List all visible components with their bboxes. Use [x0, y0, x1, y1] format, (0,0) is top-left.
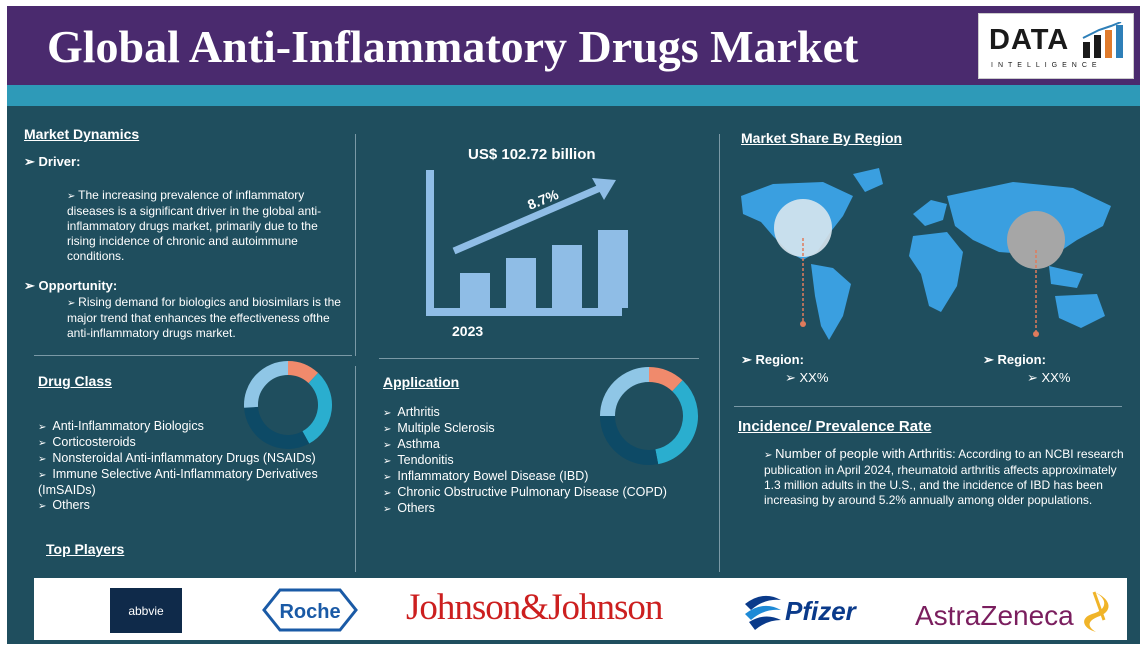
- divider-horizontal-center: [379, 358, 699, 359]
- australia-shape: [1055, 294, 1105, 328]
- market-dynamics-heading: Market Dynamics: [24, 126, 140, 142]
- teal-strip: [7, 85, 1140, 106]
- divider-horizontal-right: [734, 406, 1122, 407]
- astrazeneca-symbol-icon: [1084, 591, 1109, 632]
- drug-class-item: Nonsteroidal Anti-inflammatory Drugs (NS…: [38, 451, 338, 467]
- page-title: Global Anti-Inflammatory Drugs Market: [47, 21, 859, 72]
- region-left-label: ➢ Region:: [741, 352, 804, 367]
- year-label: 2023: [452, 323, 484, 339]
- opportunity-text: ➢ Rising demand for biologics and biosim…: [67, 295, 341, 340]
- application-item: Asthma: [383, 437, 703, 453]
- top-players-heading: Top Players: [46, 541, 125, 557]
- region-right-label: ➢ Region:: [983, 352, 1046, 367]
- roche-logo: Roche: [262, 588, 358, 632]
- logo-bars-icon: [1082, 22, 1123, 58]
- drug-class-list: Anti-Inflammatory BiologicsCorticosteroi…: [38, 419, 338, 514]
- top-players-strip: abbvie Roche Johnson&Johnson Pfizer Astr…: [34, 578, 1127, 640]
- growth-bar: [460, 273, 490, 308]
- growth-arrow-head: [592, 178, 616, 200]
- data-intelligence-logo: DATA INTELLIGENCE: [978, 13, 1134, 79]
- region-pointer-dot-americas: [800, 321, 806, 327]
- incidence-heading: Incidence/ Prevalence Rate: [738, 418, 932, 435]
- chart-axes: [426, 170, 622, 316]
- world-map: [741, 168, 1111, 340]
- opportunity-label: ➢ Opportunity:: [24, 278, 118, 293]
- divider-vertical-right: [719, 134, 720, 572]
- divider-horizontal-left: [34, 355, 352, 356]
- application-item: Arthritis: [383, 405, 703, 421]
- market-value-label: US$ 102.72 billion: [468, 146, 596, 163]
- logo-word: DATA: [989, 24, 1070, 56]
- pfizer-logo: Pfizer: [741, 588, 871, 634]
- svg-text:Roche: Roche: [279, 601, 340, 623]
- donut-segment: [287, 361, 319, 384]
- region-right-value: ➢ XX%: [1027, 370, 1071, 385]
- region-heading: Market Share By Region: [741, 130, 903, 146]
- region-marker-asia: [1007, 211, 1065, 269]
- growth-arrow-shaft: [452, 184, 602, 255]
- application-item: Inflammatory Bowel Disease (IBD): [383, 469, 703, 485]
- donut-segment: [244, 361, 289, 408]
- application-heading: Application: [383, 374, 460, 390]
- drug-class-item: Immune Selective Anti-Inflammatory Deriv…: [38, 467, 338, 498]
- driver-label: ➢ Driver:: [24, 154, 81, 169]
- greenland-shape: [853, 168, 883, 192]
- growth-chart: 8.7%: [426, 170, 628, 316]
- application-item: Multiple Sclerosis: [383, 421, 703, 437]
- growth-bar: [506, 258, 536, 308]
- title-bar: Global Anti-Inflammatory Drugs Market DA…: [7, 6, 1140, 85]
- application-item: Others: [383, 501, 703, 517]
- drug-class-item: Others: [38, 498, 338, 514]
- region-marker-americas: [774, 199, 832, 257]
- drug-class-item: Anti-Inflammatory Biologics: [38, 419, 338, 435]
- application-item: Tendonitis: [383, 453, 703, 469]
- drug-class-heading: Drug Class: [38, 373, 112, 389]
- driver-text: ➢ The increasing prevalence of inflammat…: [67, 188, 322, 263]
- incidence-text: ➢ Number of people with Arthritis: Accor…: [764, 446, 1124, 507]
- astrazeneca-logo: AstraZeneca: [915, 600, 1074, 631]
- drug-class-item: Corticosteroids: [38, 435, 338, 451]
- logo-subtitle: INTELLIGENCE: [991, 62, 1102, 69]
- donut-segment: [648, 367, 683, 392]
- divider-vertical-left: [355, 134, 356, 356]
- africa-shape: [909, 232, 963, 312]
- europe-shape: [913, 200, 947, 226]
- pfizer-swirl-icon: [745, 595, 781, 630]
- growth-bar: [598, 230, 628, 308]
- southeast-asia-shape: [1049, 266, 1083, 288]
- abbvie-logo: abbvie: [110, 588, 182, 633]
- johnson-johnson-logo: Johnson&Johnson: [406, 587, 663, 628]
- region-left-value: ➢ XX%: [785, 370, 829, 385]
- south-america-shape: [811, 264, 851, 340]
- divider-vertical-lower: [355, 366, 356, 572]
- infographic-frame: Global Anti-Inflammatory Drugs Market DA…: [7, 6, 1140, 644]
- region-pointer-dot-asia: [1033, 331, 1039, 337]
- application-list: ArthritisMultiple SclerosisAsthmaTendoni…: [383, 405, 703, 517]
- application-item: Chronic Obstructive Pulmonary Disease (C…: [383, 485, 703, 501]
- growth-bar: [552, 245, 582, 308]
